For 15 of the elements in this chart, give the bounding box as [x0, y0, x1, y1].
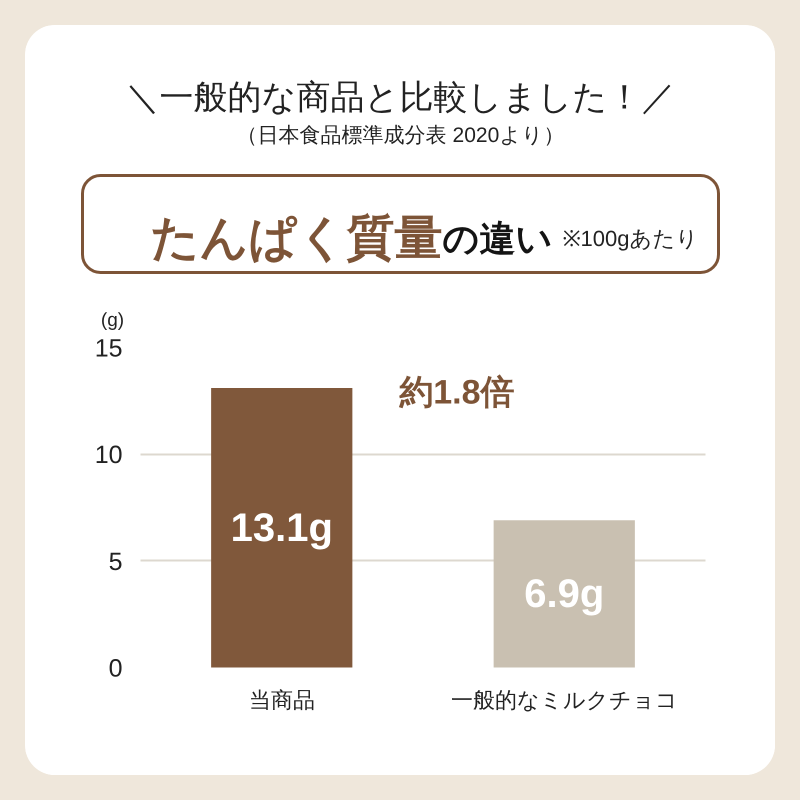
- text: ※100gあたり: [562, 226, 698, 251]
- text: たんぱく質量: [150, 212, 442, 265]
- annotation: 約1.8倍: [398, 373, 515, 412]
- y-tick-label: 10: [94, 441, 123, 470]
- y-tick-label: 0: [108, 654, 122, 682]
- y-axis-title: (g): [100, 310, 124, 331]
- chart-subtitle: （日本食品標準成分表 2020より）: [236, 124, 564, 147]
- y-tick-label: 5: [108, 548, 122, 576]
- text: の違い: [442, 218, 552, 259]
- data-label: 13.1g: [230, 506, 333, 550]
- x-tick-label: 一般的なミルクチョコ: [450, 688, 678, 712]
- data-label: 6.9g: [524, 572, 604, 616]
- y-tick-label: 15: [94, 334, 123, 362]
- x-tick-label: 当商品: [248, 688, 315, 712]
- chart-title: ＼一般的な商品と比較しました！／: [126, 78, 676, 116]
